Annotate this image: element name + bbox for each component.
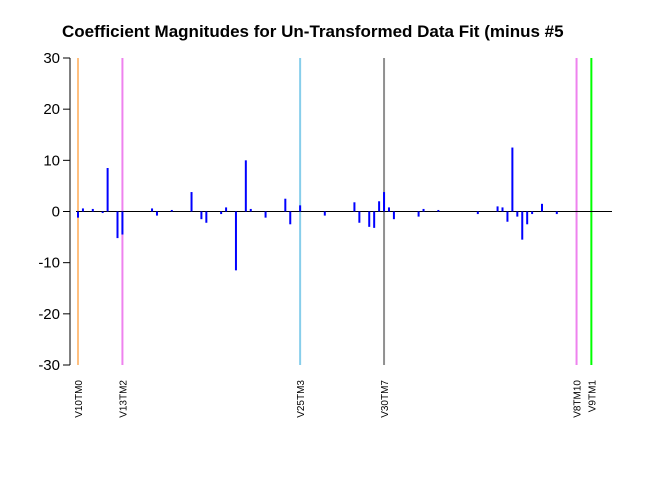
- reference-line-label: V13TM2: [118, 380, 129, 418]
- y-tick-label: -30: [38, 357, 60, 374]
- y-tick-label: -20: [38, 306, 60, 323]
- y-tick-label: 30: [43, 50, 60, 67]
- reference-line-label: V8TM10: [573, 380, 584, 418]
- coefficient-bars: [77, 147, 558, 271]
- y-tick-label: 10: [43, 152, 60, 169]
- y-axis: -30 -20 -10 0 10 20 30: [38, 50, 71, 374]
- y-tick-label: -10: [38, 255, 60, 272]
- reference-line-label: V30TM7: [380, 380, 391, 418]
- chart-title: Coefficient Magnitudes for Un-Transforme…: [62, 22, 564, 41]
- reference-line-label: V10TM0: [74, 380, 85, 418]
- reference-line-label: V25TM3: [296, 380, 307, 418]
- reference-line-label: V9TM1: [587, 380, 598, 413]
- reference-labels: V10TM0 V13TM2 V25TM3 V30TM7 V8TM10 V9TM1: [74, 380, 598, 418]
- y-tick-label: 20: [43, 101, 60, 118]
- y-tick-label: 0: [52, 204, 60, 221]
